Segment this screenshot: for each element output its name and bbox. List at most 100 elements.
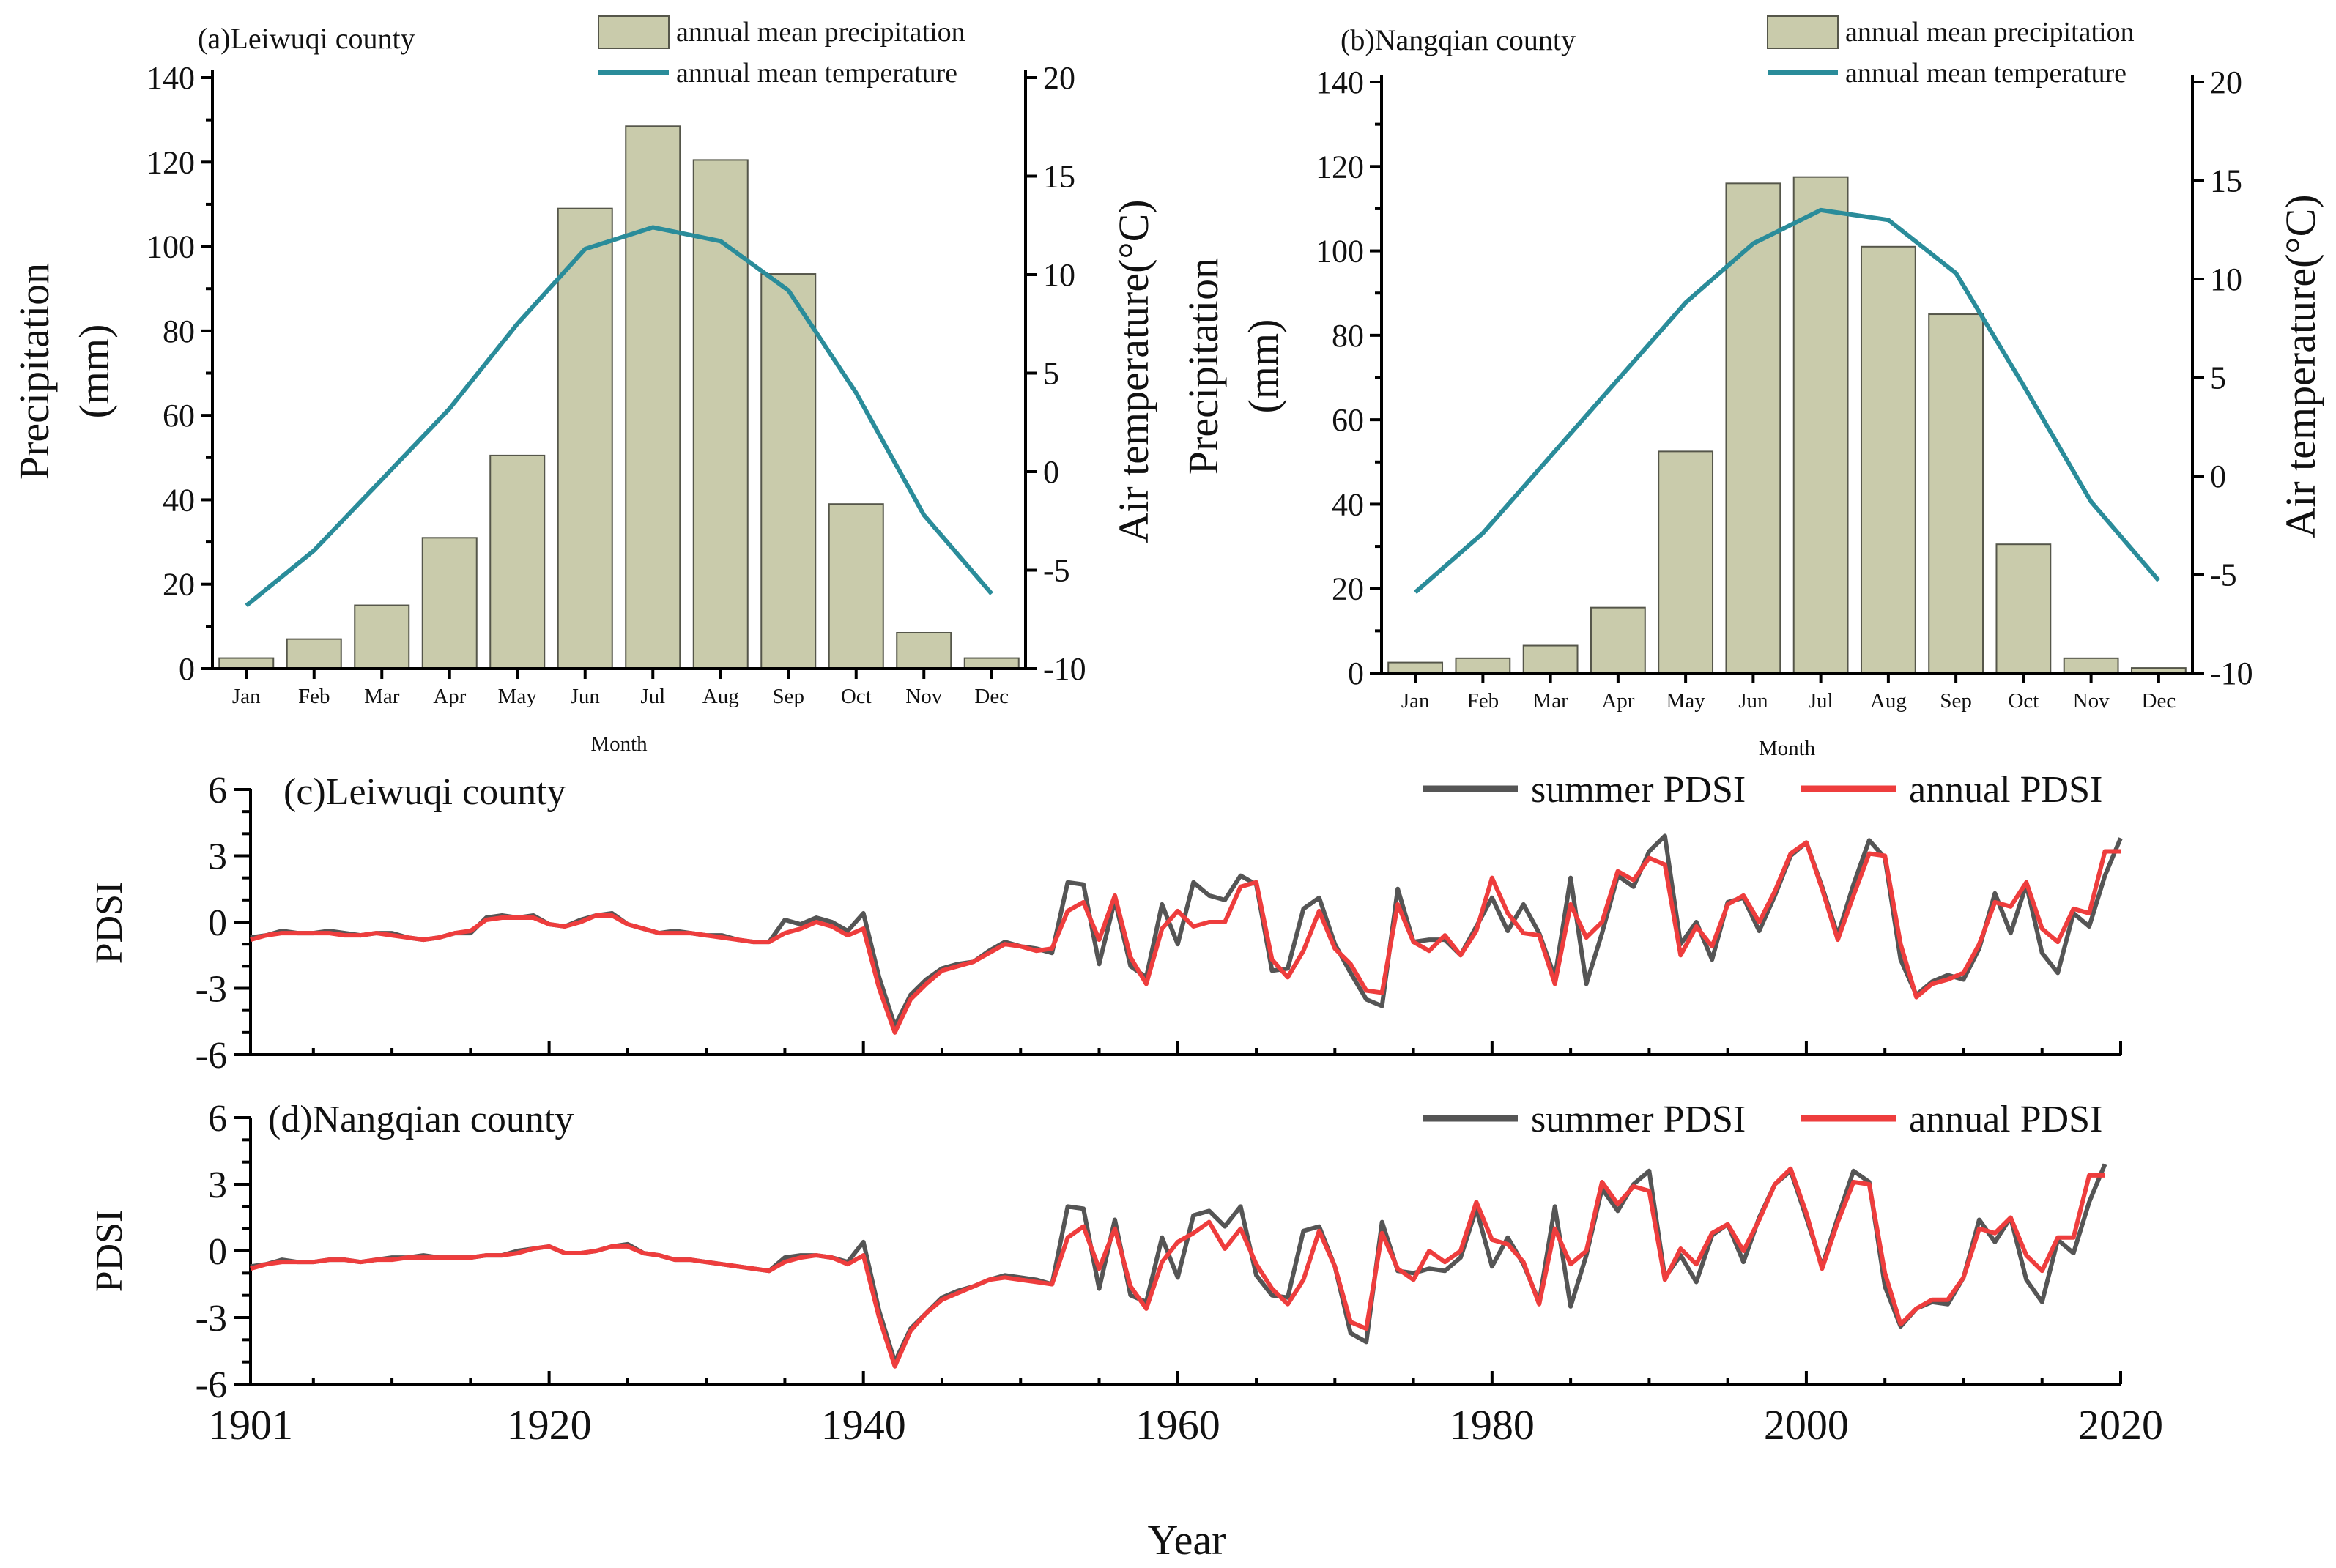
panel-b-x-tick-labels: Jan Feb Mar Apr May Jun Jul Aug Sep Oct Nov Dec <box>1401 689 2176 713</box>
panel-a-title: (a)Leiwuqi county <box>198 22 415 55</box>
panel-a-chart: Jan Feb Mar Apr May Jun Jul Aug Sep Oct Nov Dec 0 20… <box>10 15 1157 756</box>
panel-b-y-tick-labels: 0 20 40 60 80 100 120 140 <box>1316 64 1364 691</box>
precip-bar-nov <box>2063 657 2119 675</box>
y-tick-label: 3 <box>208 836 227 878</box>
x-tick-label-feb: Feb <box>298 685 330 708</box>
precip-bar-apr <box>421 537 478 669</box>
panel-d-legend-annual-label: annual PDSI <box>1909 1099 2102 1140</box>
x-tick-label-may: May <box>1666 689 1706 713</box>
y2-tick-label: -5 <box>1043 553 1070 589</box>
x-tick-label-oct: Oct <box>841 685 872 708</box>
y-tick-label: -6 <box>196 1364 227 1406</box>
y2-tick-label: -10 <box>1043 651 1086 687</box>
panel-a-legend: annual mean precipitation annual mean te… <box>598 15 965 89</box>
precip-bar-mar <box>1522 644 1579 675</box>
panel-d-title: (d)Nangqian county <box>268 1099 574 1140</box>
x-tick-label-jun: Jun <box>571 685 601 708</box>
x-tick-label-1920: 1920 <box>507 1401 592 1449</box>
x-tick-label-apr: Apr <box>1601 689 1634 713</box>
y-tick-label: 60 <box>1332 402 1364 438</box>
x-tick-label-jan: Jan <box>1401 689 1430 713</box>
y-tick-label: 80 <box>163 313 195 349</box>
x-tick-label-mar: Mar <box>1532 689 1568 713</box>
panel-b-bars <box>1387 176 2187 675</box>
y-tick-label: 20 <box>1332 571 1364 607</box>
panel-b-title: (b)Nangqian county <box>1341 23 1576 56</box>
panel-b-axes <box>1370 75 2204 683</box>
panel-d-y-axis-label: PDSI <box>89 1210 130 1293</box>
panel-a-y2-tick-labels: -10 -5 0 5 10 15 20 <box>1043 60 1086 687</box>
y2-tick-label: 10 <box>1043 257 1075 293</box>
precip-bar-dec <box>963 657 1020 670</box>
panel-c-y-tick-labels: -6 -3 0 3 6 <box>196 770 227 1077</box>
x-tick-label-feb: Feb <box>1467 689 1499 713</box>
panel-a-x-tick-labels: Jan Feb Mar Apr May Jun Jul Aug Sep Oct Nov Dec <box>232 685 1009 708</box>
x-tick-label-dec: Dec <box>2142 689 2176 713</box>
y-tick-label: 140 <box>1316 64 1364 100</box>
panel-a-y-tick-labels: 0 20 40 60 80 100 120 140 <box>147 60 195 687</box>
y-tick-label: 0 <box>208 902 227 944</box>
y2-tick-label: 15 <box>1043 159 1075 195</box>
precip-bar-jan <box>218 657 275 670</box>
precip-bar-sep <box>1928 313 1984 674</box>
panel-d-legend: summer PDSI annual PDSI <box>1423 1099 2102 1140</box>
precip-bar-jun <box>557 207 613 669</box>
panel-b-x-axis-label: Month <box>1759 737 1816 760</box>
x-tick-label-1960: 1960 <box>1135 1401 1220 1449</box>
y-tick-label: 40 <box>163 482 195 518</box>
panel-b-y-axis-label-line2: (mm) <box>1239 319 1287 414</box>
precip-bar-feb <box>286 638 342 670</box>
y-tick-label: 6 <box>208 770 227 811</box>
precip-bar-mar <box>354 604 410 669</box>
panel-d-chart: -6 -3 0 3 6 1901 1920 1940 1960 1980 2000 2020 (d)… <box>89 1098 2163 1564</box>
precip-bar-sep <box>760 273 817 669</box>
y-tick-label: 120 <box>1316 149 1364 185</box>
y-tick-label: 80 <box>1332 318 1364 354</box>
y-tick-label: 0 <box>1348 655 1364 691</box>
panel-a-x-axis-label: Month <box>590 732 648 756</box>
panel-a-y-axis-label-line2: (mm) <box>70 324 118 419</box>
panel-a-bars <box>218 125 1020 670</box>
panel-b-y2-axis-label: Air temperature(°C) <box>2277 194 2324 538</box>
panel-c-legend-annual-label: annual PDSI <box>1909 769 2102 811</box>
x-tick-label-nov: Nov <box>905 685 942 708</box>
y2-tick-label: 20 <box>1043 60 1075 96</box>
panel-b-legend-precip-label: annual mean precipitation <box>1845 17 2135 48</box>
x-tick-label-dec: Dec <box>974 685 1009 708</box>
precip-bar-jun <box>1725 182 1781 675</box>
x-tick-label-jan: Jan <box>232 685 261 708</box>
y-tick-label: -6 <box>196 1035 227 1077</box>
panel-d-y-tick-labels: -6 -3 0 3 6 <box>196 1098 227 1406</box>
x-tick-label-1980: 1980 <box>1450 1401 1535 1449</box>
x-tick-label-2020: 2020 <box>2078 1401 2163 1449</box>
y2-tick-label: 10 <box>2210 261 2242 297</box>
panel-a-legend-precip-label: annual mean precipitation <box>676 17 965 48</box>
precip-bar-jan <box>1387 661 1444 675</box>
panel-b-legend-temp-label: annual mean temperature <box>1845 58 2126 89</box>
y-tick-label: 0 <box>179 651 195 687</box>
panel-c-chart: -6 -3 0 3 6 (c)Leiwuqi county PDSI summer PD… <box>89 769 2123 1077</box>
panel-a-legend-temp-label: annual mean temperature <box>676 58 957 89</box>
y-tick-label: 3 <box>208 1164 227 1206</box>
x-tick-label-1940: 1940 <box>821 1401 906 1449</box>
panel-b-y2-tick-labels: -10 -5 0 5 10 15 20 <box>2210 64 2253 691</box>
panel-b-y-axis-label-line1: Precipitation <box>1179 258 1227 475</box>
x-tick-label-2000: 2000 <box>1764 1401 1849 1449</box>
panel-d-legend-summer-label: summer PDSI <box>1531 1099 1746 1140</box>
panel-b-legend: annual mean precipitation annual mean te… <box>1767 15 2135 89</box>
panel-b-legend-bar-swatch <box>1767 15 1839 49</box>
y2-tick-label: 15 <box>2210 163 2242 199</box>
y-tick-label: 40 <box>1332 486 1364 522</box>
panel-a-y-axis-label-line1: Precipitation <box>10 263 58 480</box>
panel-d-annual-pdsi-line <box>250 1166 2105 1369</box>
panel-c-legend: summer PDSI annual PDSI <box>1423 769 2102 811</box>
x-tick-label-nov: Nov <box>2073 689 2110 713</box>
panel-d-x-tick-labels: 1901 1920 1940 1960 1980 2000 2020 <box>208 1401 2163 1449</box>
x-tick-label-may: May <box>498 685 538 708</box>
panel-d-axes <box>234 1116 2122 1386</box>
y2-tick-label: -10 <box>2210 655 2253 691</box>
panel-b-temperature-line <box>1414 207 2161 594</box>
panel-b-chart: Jan Feb Mar Apr May Jun Jul Aug Sep Oct Nov Dec 0 20… <box>1179 15 2324 760</box>
y-tick-label: 100 <box>147 229 195 265</box>
